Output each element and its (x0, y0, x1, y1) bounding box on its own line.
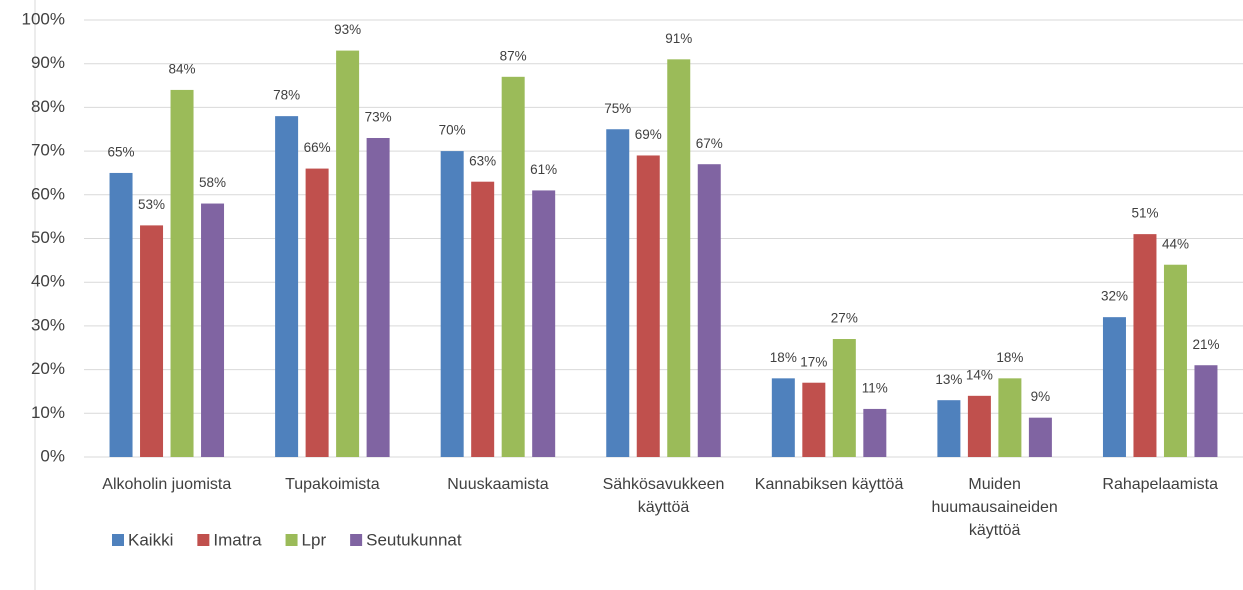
value-label: 18% (996, 350, 1023, 365)
value-label: 27% (831, 311, 858, 326)
bar (1133, 234, 1157, 457)
value-label: 44% (1162, 236, 1189, 251)
legend-label: Lpr (302, 530, 327, 549)
value-label: 9% (1031, 389, 1051, 404)
bar (305, 168, 329, 457)
bar (1163, 264, 1187, 457)
value-label: 11% (862, 380, 888, 395)
value-label: 84% (169, 61, 196, 76)
x-tick-label: Tupakoimista (285, 476, 380, 493)
value-label: 69% (635, 127, 662, 142)
bar (697, 164, 721, 457)
bar (532, 190, 556, 457)
value-label: 73% (365, 110, 392, 125)
bar (606, 129, 630, 457)
bar (1102, 317, 1126, 457)
legend-swatch (197, 534, 210, 546)
value-label: 17% (800, 354, 827, 369)
value-label: 51% (1131, 206, 1158, 221)
bar (832, 339, 856, 457)
bar (1194, 365, 1218, 457)
legend-label: Seutukunnat (366, 530, 462, 549)
bar (170, 89, 194, 458)
bar (109, 172, 133, 457)
value-label: 66% (304, 140, 331, 155)
y-tick-label: 90% (31, 53, 65, 72)
value-label: 65% (108, 145, 135, 160)
bar (937, 400, 961, 457)
bar (501, 76, 525, 457)
y-tick-label: 70% (31, 141, 65, 160)
legend-label: Imatra (213, 530, 262, 549)
y-tick-label: 50% (31, 228, 65, 247)
value-label: 78% (273, 88, 300, 103)
x-tick-label: Sähkösavukkeen käyttöä (603, 476, 725, 516)
bar (201, 203, 225, 457)
y-tick-label: 60% (31, 184, 65, 203)
value-label: 53% (138, 197, 165, 212)
bar (636, 155, 660, 457)
legend-swatch (350, 534, 363, 546)
value-label: 87% (500, 48, 527, 63)
value-label: 61% (530, 162, 557, 177)
bar (802, 382, 826, 457)
bar (366, 137, 390, 458)
value-label: 21% (1192, 337, 1219, 352)
y-tick-label: 100% (22, 9, 65, 28)
x-tick-label: Alkoholin juomista (102, 476, 231, 493)
x-tick-label: Kannabiksen käyttöä (755, 476, 904, 493)
y-tick-label: 80% (31, 97, 65, 116)
bar (863, 408, 887, 457)
y-tick-label: 0% (40, 446, 65, 465)
bar (1028, 417, 1052, 457)
bar (275, 116, 299, 457)
legend-swatch (285, 534, 298, 546)
y-tick-label: 40% (31, 272, 65, 291)
value-label: 13% (935, 372, 962, 387)
value-label: 58% (199, 175, 226, 190)
y-tick-label: 20% (31, 359, 65, 378)
bar (336, 50, 360, 458)
value-label: 14% (966, 367, 993, 382)
legend-swatch (112, 534, 124, 546)
bar (667, 59, 691, 458)
bar (998, 378, 1022, 457)
bar (440, 151, 464, 457)
value-label: 93% (334, 22, 361, 37)
value-label: 67% (696, 136, 723, 151)
bar (771, 378, 795, 457)
legend-label: Kaikki (128, 530, 173, 549)
value-label: 63% (469, 153, 496, 168)
value-label: 70% (439, 123, 466, 138)
x-tick-label: Nuuskaamista (447, 476, 548, 493)
value-label: 91% (665, 31, 692, 46)
x-tick-label: Rahapelaamista (1102, 476, 1218, 493)
value-label: 18% (770, 350, 797, 365)
value-label: 75% (604, 101, 631, 116)
bar (471, 181, 495, 457)
x-tick-label: Muiden huumausaineiden käyttöä (931, 476, 1057, 539)
bar (140, 225, 164, 457)
bar (967, 395, 991, 457)
y-tick-label: 30% (31, 315, 65, 334)
y-tick-label: 10% (31, 403, 65, 422)
value-label: 32% (1101, 289, 1128, 304)
